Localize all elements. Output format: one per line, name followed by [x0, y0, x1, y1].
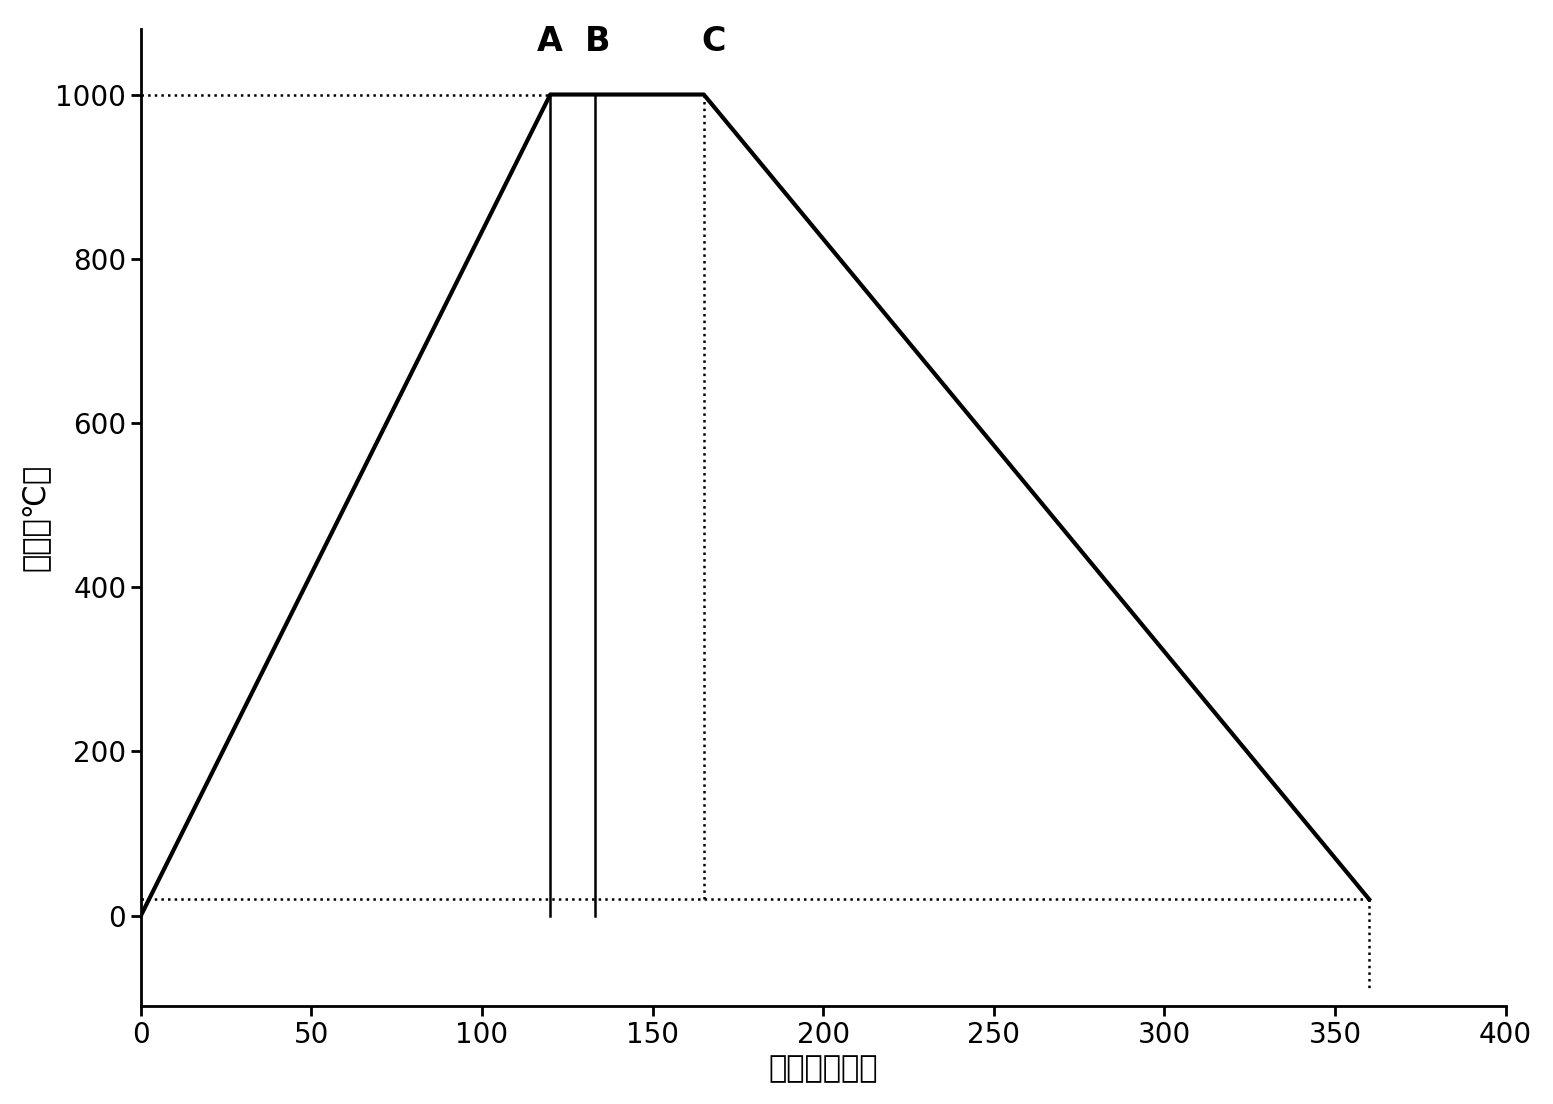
Text: B: B — [585, 24, 610, 57]
Text: A: A — [537, 24, 564, 57]
X-axis label: 时间（分钟）: 时间（分钟） — [769, 1054, 877, 1083]
Text: C: C — [702, 24, 727, 57]
Y-axis label: 温度（℃）: 温度（℃） — [20, 464, 50, 571]
